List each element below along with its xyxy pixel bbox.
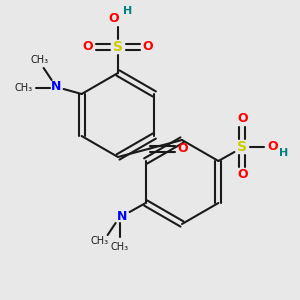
Text: H: H (279, 148, 288, 158)
Text: O: O (143, 40, 153, 53)
Text: O: O (267, 140, 278, 154)
Text: S: S (237, 140, 248, 154)
Text: H: H (123, 6, 133, 16)
Text: O: O (178, 142, 188, 155)
Text: CH₃: CH₃ (91, 236, 109, 246)
Text: O: O (83, 40, 93, 53)
Text: CH₃: CH₃ (31, 55, 49, 65)
Text: CH₃: CH₃ (15, 83, 33, 93)
Text: S: S (113, 40, 123, 54)
Text: O: O (237, 112, 248, 125)
Text: CH₃: CH₃ (111, 242, 129, 252)
Text: O: O (237, 169, 248, 182)
Text: N: N (116, 211, 127, 224)
Text: N: N (50, 80, 61, 92)
Text: O: O (109, 13, 119, 26)
